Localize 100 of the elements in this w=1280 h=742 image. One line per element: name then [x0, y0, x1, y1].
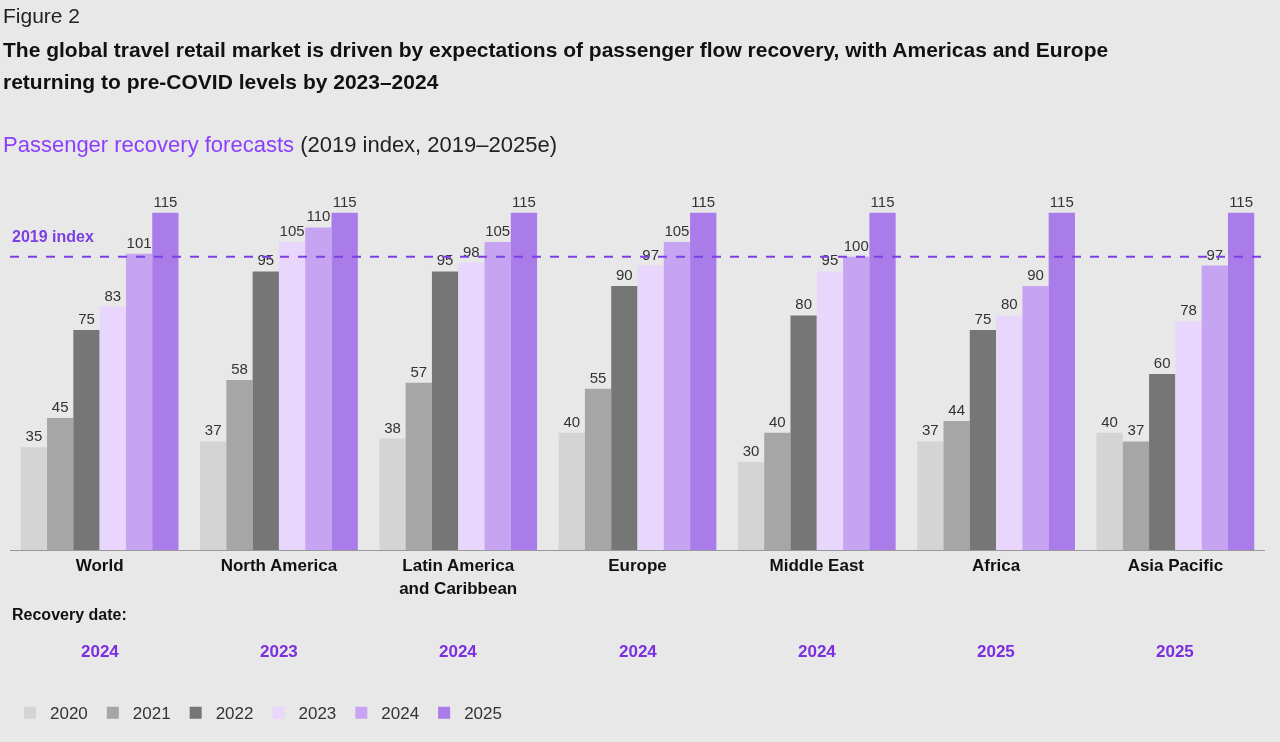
chart-title: The global travel retail market is driven by expectations of passenger flow recovery, with Americas and Europe returning to pre-COVID levels by 2023–2024 [3, 37, 1110, 95]
bar [200, 441, 227, 550]
bar [305, 227, 332, 550]
x-tick-label: North America [220, 556, 338, 576]
data-label: 115 [1049, 192, 1074, 210]
bar [1149, 374, 1176, 550]
text: 2024 [439, 642, 478, 661]
bar [1227, 212, 1255, 550]
data-label: 115 [691, 192, 716, 210]
data-label: 40 [563, 412, 581, 430]
data-label: 40 [769, 412, 786, 430]
data-label: 75 [974, 310, 992, 328]
bar [431, 271, 459, 550]
legend-label: 2024 [381, 704, 420, 724]
bar [20, 447, 48, 550]
data-label: 115 [153, 192, 178, 210]
data-label: 78 [1180, 301, 1197, 319]
bar [73, 330, 100, 550]
data-label: 60 [1153, 354, 1171, 372]
bar [611, 286, 638, 550]
caption: Figure 2 [3, 4, 81, 28]
bar [1048, 212, 1075, 550]
data-label: 80 [795, 295, 812, 313]
data-label: 97 [1206, 245, 1224, 263]
bar [690, 212, 717, 550]
bar [663, 242, 691, 550]
data-label: 105 [664, 222, 690, 240]
bar [379, 438, 406, 550]
bar [152, 212, 179, 550]
legend-label: 2021 [132, 704, 171, 724]
bar [1201, 265, 1228, 550]
bar [47, 418, 74, 550]
data-label: 115 [870, 192, 895, 210]
bar [637, 265, 664, 550]
bar [558, 432, 585, 550]
text: 2025 [1156, 642, 1194, 661]
data-label: 83 [104, 286, 122, 304]
text: 2025 [977, 642, 1015, 661]
x-tick-label: Latin America and Caribbean [399, 556, 518, 598]
bar [917, 441, 944, 550]
bar [943, 420, 970, 550]
data-label: 45 [51, 398, 69, 416]
x-tick-label: Asia Pacific [1127, 556, 1224, 576]
bar [790, 315, 817, 550]
bar [331, 212, 358, 550]
bar [1175, 321, 1202, 550]
text: 2024 [81, 642, 120, 661]
data-label: 95 [257, 251, 275, 269]
bar [869, 212, 896, 550]
text: 2024 [798, 642, 837, 661]
data-label: 37 [921, 421, 939, 439]
bar [1122, 441, 1150, 550]
data-label: 110 [306, 207, 331, 225]
bar [816, 271, 844, 550]
x-tick-label: Middle East [769, 556, 865, 576]
ref-line-label: 2019 index [12, 228, 94, 245]
bar [764, 432, 791, 550]
x-tick-label: Africa [971, 556, 1021, 576]
bar [584, 388, 612, 550]
text: 2024 [619, 642, 658, 661]
data-label: 38 [384, 418, 401, 436]
bar [510, 212, 538, 550]
data-label: 115 [332, 192, 357, 210]
data-label: 115 [511, 192, 536, 210]
data-label: 40 [1101, 412, 1118, 430]
data-label: 55 [589, 368, 607, 386]
data-label: 57 [410, 362, 428, 380]
bar [737, 462, 765, 550]
bar [484, 242, 511, 550]
data-label: 97 [642, 245, 659, 263]
data-label: 35 [25, 427, 43, 445]
data-label: 101 [126, 233, 152, 251]
bar [1022, 286, 1049, 550]
legend-label: 2023 [298, 704, 337, 724]
bar [226, 379, 253, 550]
bar [405, 382, 432, 550]
text: 2023 [260, 642, 298, 661]
bar [1096, 432, 1123, 550]
data-label: 80 [1000, 295, 1018, 313]
data-label: 90 [616, 266, 633, 284]
legend-label: 2025 [464, 704, 502, 724]
data-label: 30 [742, 442, 760, 460]
bar [996, 315, 1023, 550]
data-label: 58 [231, 359, 248, 377]
bar [125, 253, 153, 550]
data-label: 105 [279, 222, 305, 240]
chart-subtitle: Passenger recovery forecasts (2019 index, 2019–2025e) [3, 132, 558, 158]
x-tick-label: World [75, 556, 124, 576]
text: Recovery date: [12, 606, 127, 623]
data-label: 105 [485, 222, 511, 240]
bar [252, 271, 279, 550]
bar [278, 242, 306, 550]
bar [843, 256, 870, 550]
data-label: 75 [78, 310, 95, 328]
data-label: 100 [843, 236, 869, 254]
data-label: 37 [1127, 421, 1145, 439]
data-label: 44 [948, 400, 965, 418]
data-label: 95 [821, 251, 839, 269]
data-label: 90 [1027, 266, 1044, 284]
bar [99, 306, 126, 550]
